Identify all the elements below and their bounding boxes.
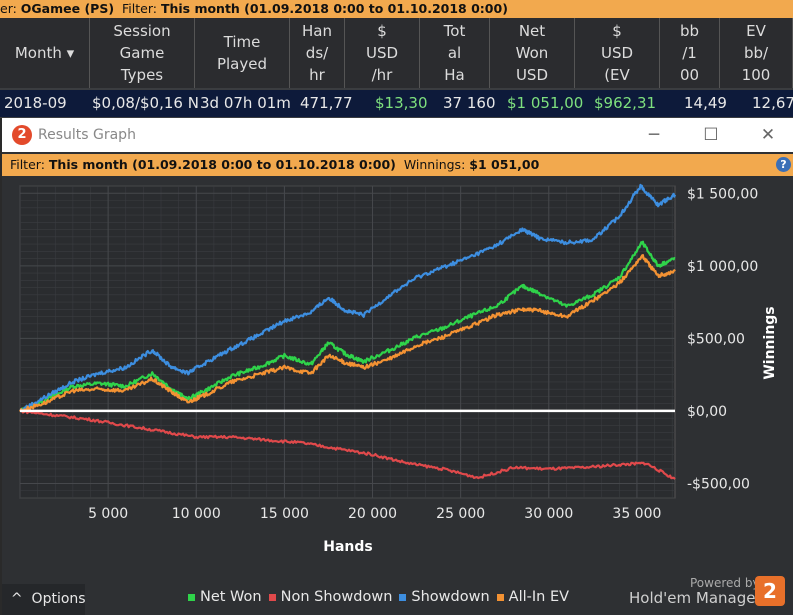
x-axis-label: Hands <box>323 539 373 555</box>
table-cell: 2018-09 <box>4 94 67 112</box>
column-header[interactable]: Net Won USD <box>490 18 575 88</box>
x-tick-label: 25 000 <box>436 506 485 522</box>
table-cell: 3d 07h 01m <box>200 94 291 112</box>
column-header[interactable]: Time Played <box>195 18 290 88</box>
app-logo-icon: 2 <box>12 125 32 145</box>
column-header[interactable]: Han ds/ hr <box>290 18 345 88</box>
column-header[interactable]: Session Game Types <box>90 18 195 88</box>
legend-label: All-In EV <box>508 589 570 605</box>
table-row[interactable]: 2018-09 $0,08/$0,16 N 3d 07h 01m 471,77 $13,… <box>0 90 793 117</box>
window-title: Results Graph <box>38 127 136 143</box>
table-cell: 14,49 <box>684 94 727 112</box>
powered-by-text: Powered by <box>690 576 760 590</box>
minimize-button[interactable]: ─ <box>648 125 660 145</box>
brand-name: Hold'em Manager <box>629 589 762 607</box>
legend-item[interactable]: Showdown <box>399 589 490 605</box>
x-tick-label: 20 000 <box>348 506 397 522</box>
series-line-non-showdown <box>20 409 676 480</box>
column-header[interactable]: $ USD /hr <box>345 18 420 88</box>
left-edge <box>0 118 2 615</box>
table-cell: 471,77 <box>300 94 353 112</box>
table-cell: $962,31 <box>594 94 657 112</box>
chevron-up-icon: ^ <box>10 591 23 607</box>
help-icon[interactable]: ? <box>776 157 791 172</box>
brand-logo-icon: 2 <box>755 576 785 606</box>
close-button[interactable]: ✕ <box>760 125 776 145</box>
table-cell: 37 160 <box>443 94 496 112</box>
legend-swatch <box>496 594 504 601</box>
legend-swatch <box>188 594 195 601</box>
table-cell: 12,67 <box>752 94 793 112</box>
column-header[interactable]: Month ▾ <box>0 18 90 88</box>
column-header[interactable]: EV bb/ 100 <box>720 18 793 88</box>
results-graph-window: 2 Results Graph ─ ☐ ✕ Filter: This month… <box>2 118 793 615</box>
series-line-net-won <box>19 240 676 412</box>
maximize-button[interactable]: ☐ <box>703 125 719 145</box>
y-tick-label: $0,00 <box>687 404 727 420</box>
column-header[interactable]: Tot al Ha <box>420 18 490 88</box>
legend-item[interactable]: Net Won <box>188 589 262 605</box>
table-header: Month ▾ Session Game Types Time Played Han … <box>0 18 793 88</box>
x-tick-label: 35 000 <box>612 506 661 522</box>
y-tick-label: $1 500,00 <box>687 186 758 202</box>
top-filter-value: This month (01.09.2018 0:00 to 01.10.201… <box>160 1 508 16</box>
legend-label: Showdown <box>411 589 490 605</box>
top-filter-label: Filter: <box>122 1 157 16</box>
legend-item[interactable]: All-In EV <box>496 589 570 605</box>
y-tick-label: -$500,00 <box>687 476 750 492</box>
options-label: Options <box>31 591 86 607</box>
top-filter-bar: er: OGamee (PS) Filter: This month (01.0… <box>0 0 793 18</box>
series-line-all-in-ev <box>19 253 676 413</box>
column-header[interactable]: $ USD (EV <box>575 18 660 88</box>
chart-legend: Net Won Non Showdown Showdown All-In EV <box>188 589 576 605</box>
site-name: OGamee (PS) <box>20 1 115 16</box>
y-axis-label: Winnings <box>762 306 778 379</box>
column-header[interactable]: bb /1 00 <box>660 18 720 88</box>
table-cell: $1 051,00 <box>507 94 584 112</box>
y-tick-label: $500,00 <box>687 331 745 347</box>
legend-label: Net Won <box>200 589 262 605</box>
table-cell: $0,08/$0,16 N <box>92 94 199 112</box>
graph-filter-bar: Filter: This month (01.09.2018 0:00 to 0… <box>2 154 793 176</box>
legend-label: Non Showdown <box>280 589 393 605</box>
filter-label: Filter: <box>9 157 45 172</box>
plot-area <box>19 185 676 499</box>
x-tick-label: 5 000 <box>88 506 128 522</box>
legend-item[interactable]: Non Showdown <box>268 589 393 605</box>
winnings-label: Winnings: <box>403 157 466 172</box>
window-titlebar[interactable]: 2 Results Graph ─ ☐ ✕ <box>2 118 793 152</box>
series-line-showdown <box>19 183 677 412</box>
table-cell: $13,30 <box>375 94 428 112</box>
options-button[interactable]: ^ Options <box>2 584 86 615</box>
legend-swatch <box>399 594 407 601</box>
top-prefix: er: <box>0 1 21 16</box>
x-tick-label: 30 000 <box>524 506 573 522</box>
x-tick-label: 10 000 <box>172 506 221 522</box>
x-tick-label: 15 000 <box>260 506 309 522</box>
filter-value: This month (01.09.2018 0:00 to 01.10.201… <box>48 157 396 172</box>
legend-swatch <box>268 594 276 601</box>
y-tick-label: $1 000,00 <box>687 259 758 275</box>
winnings-value: $1 051,00 <box>469 157 540 172</box>
results-chart: 5 000 10 000 15 000 20 000 25 000 30 000 35 00… <box>19 183 778 555</box>
